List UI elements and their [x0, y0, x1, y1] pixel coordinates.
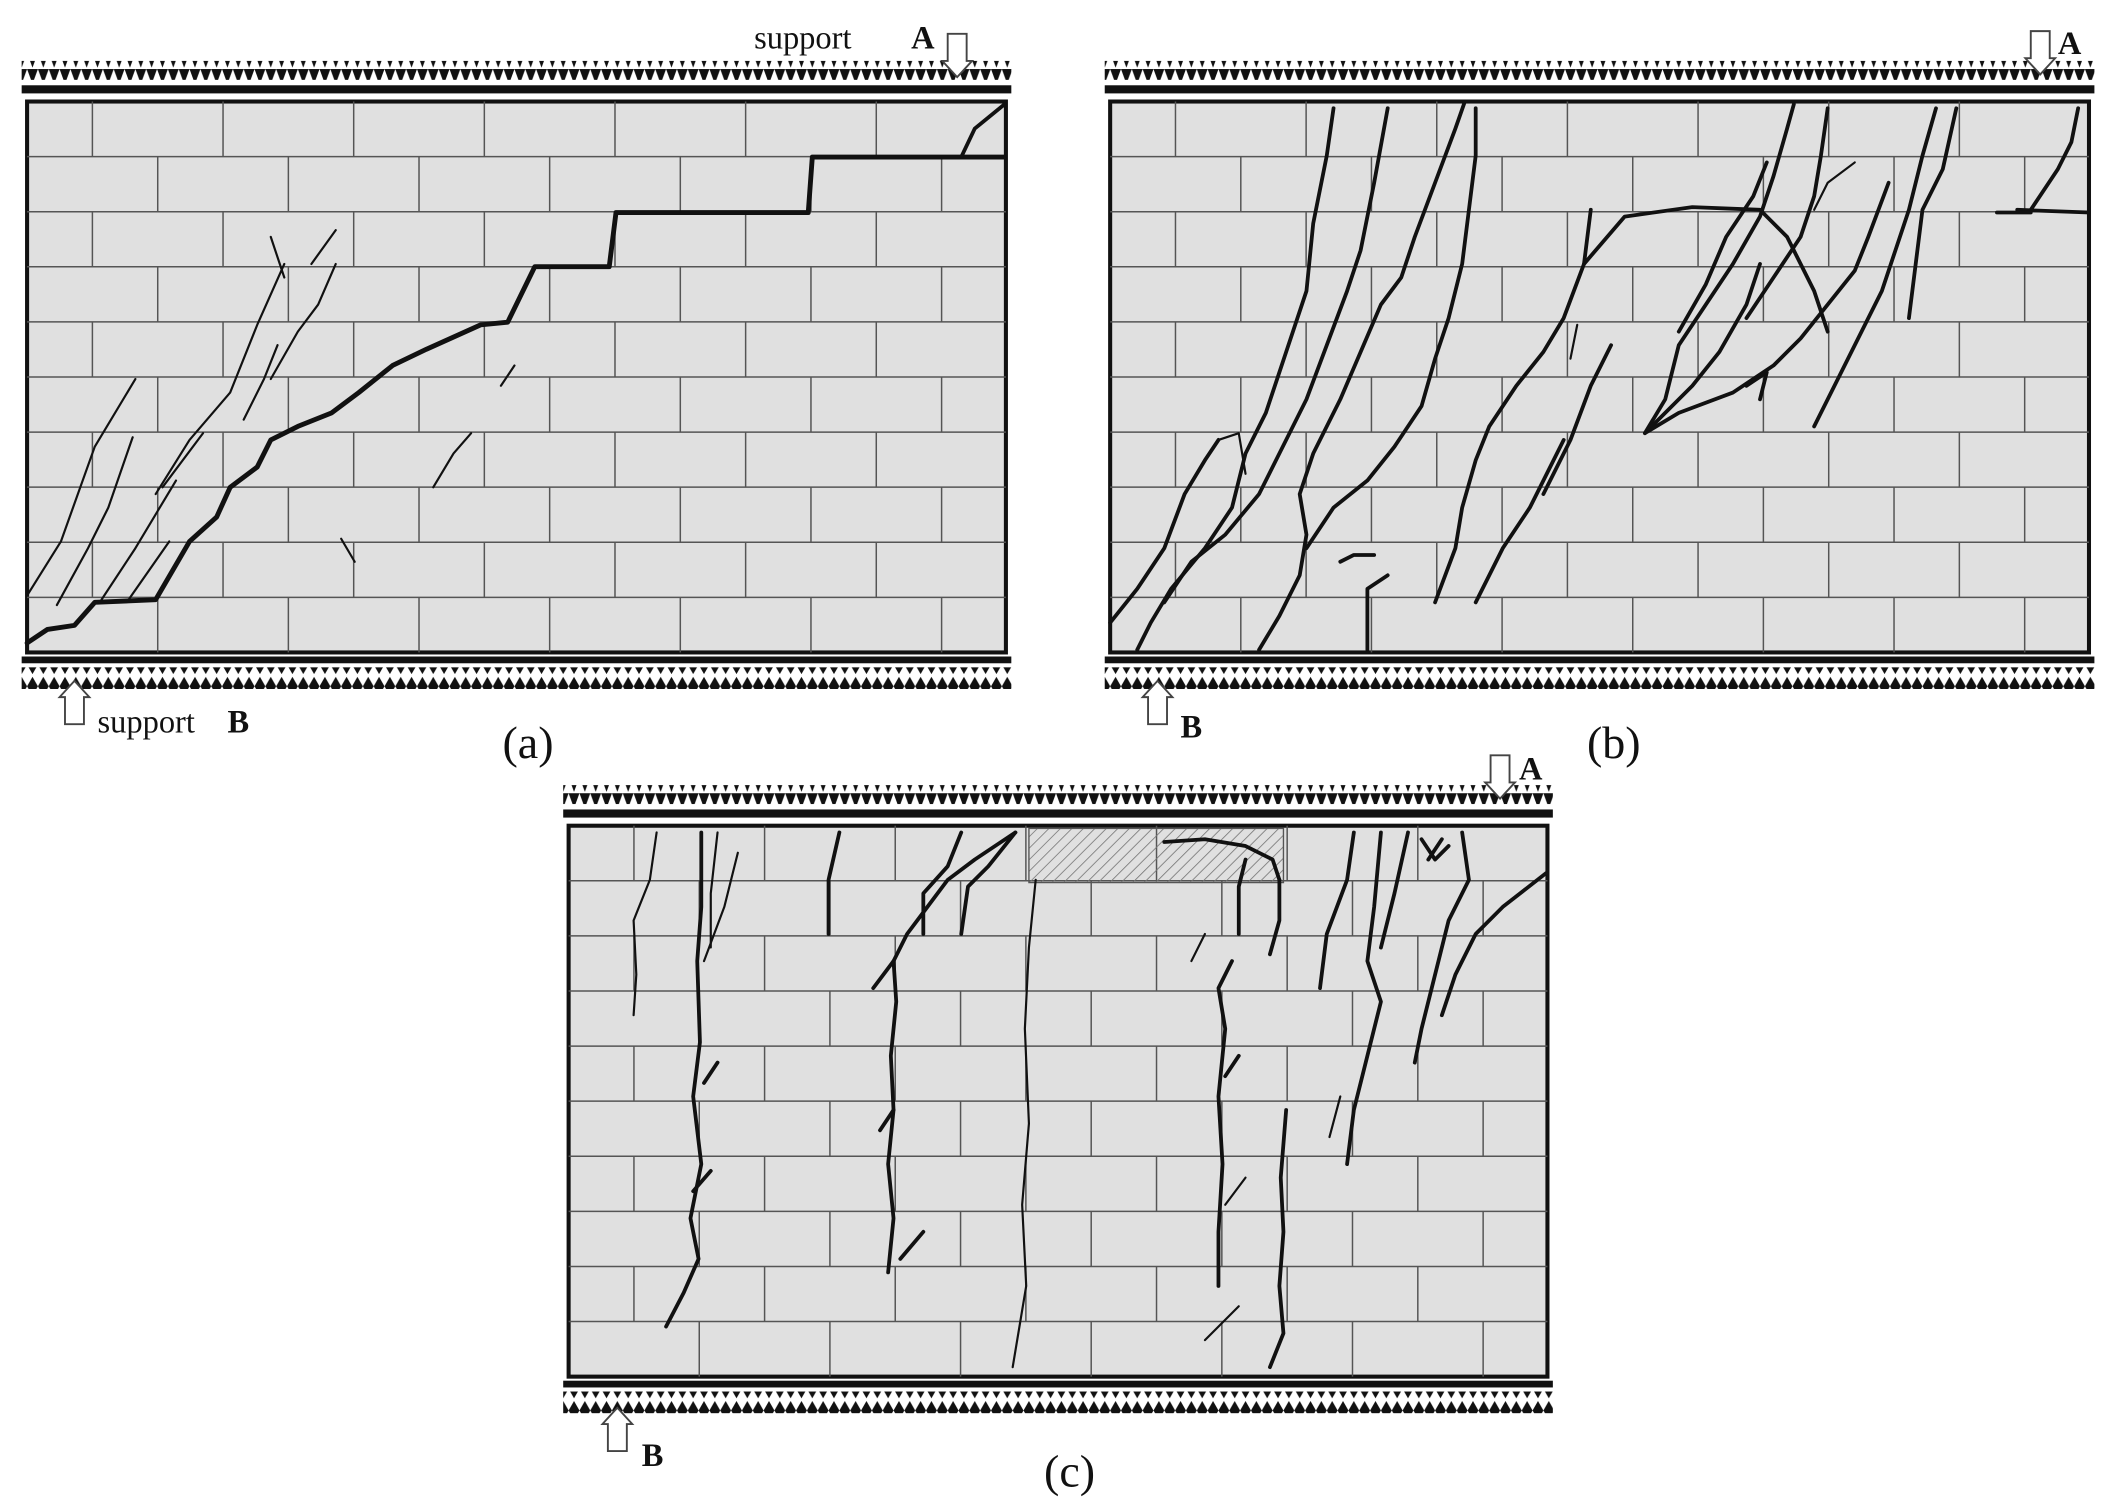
- support-arrows: [1104, 60, 2095, 80]
- support-arrow-icon: [1140, 679, 1175, 726]
- support-plate: [563, 1380, 1553, 1388]
- support-letter: A: [2058, 26, 2082, 62]
- support-arrows: [1104, 667, 2095, 689]
- support-arrow-icon: [600, 1406, 635, 1453]
- support-plate: [1104, 85, 2095, 94]
- support-label: support: [97, 704, 194, 740]
- caption: (a): [502, 717, 553, 768]
- support-arrows: [563, 1391, 1553, 1414]
- support-arrows: [21, 667, 1012, 689]
- support-letter: B: [642, 1438, 664, 1474]
- support-arrow-icon: [940, 32, 975, 79]
- support-letter: A: [1519, 752, 1543, 788]
- support-plate: [21, 85, 1012, 94]
- hatched-zone: [1028, 827, 1285, 884]
- support-arrows: [563, 785, 1553, 805]
- panel-c: [563, 754, 1553, 1453]
- cracks: [1108, 99, 2091, 652]
- brick-joints: [1110, 101, 2089, 653]
- support-plate: [21, 656, 1012, 664]
- caption: (b): [1587, 717, 1641, 768]
- support-letter: B: [227, 704, 249, 740]
- caption: (c): [1044, 1445, 1095, 1496]
- panel-a: [21, 32, 1012, 726]
- support-letter: A: [911, 21, 935, 57]
- support-plate: [563, 809, 1553, 818]
- panel-b: [1104, 30, 2095, 726]
- support-arrow-icon: [2023, 30, 2058, 76]
- cracks: [24, 102, 1007, 646]
- support-arrow-icon: [1483, 754, 1518, 801]
- support-label: support: [754, 21, 851, 57]
- support-arrow-icon: [57, 679, 92, 726]
- cracks: [632, 830, 1548, 1370]
- support-arrows: [21, 60, 1012, 80]
- support-plate: [1104, 656, 2095, 664]
- support-letter: B: [1181, 710, 1203, 746]
